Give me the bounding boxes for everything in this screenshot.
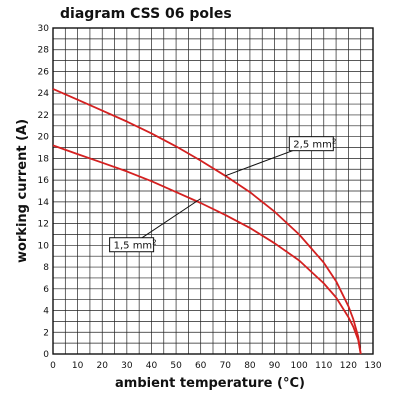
chart-grid bbox=[52, 27, 374, 355]
y-tick-label: 26 bbox=[38, 67, 50, 77]
y-tick-label: 18 bbox=[38, 154, 50, 164]
y-tick-label: 6 bbox=[43, 285, 49, 295]
series-annotations: 2,5 mm2 1,5 mm2 bbox=[109, 136, 336, 253]
y-tick-label: 8 bbox=[43, 263, 49, 273]
y-tick-label: 4 bbox=[43, 307, 49, 317]
x-tick-label: 130 bbox=[364, 361, 381, 371]
plot-border bbox=[52, 27, 374, 355]
y-tick-label: 14 bbox=[38, 198, 50, 208]
x-tick-labels: 0 10 20 30 40 50 60 70 80 90 100 110 120 130 bbox=[50, 361, 382, 371]
y-tick-label: 30 bbox=[38, 24, 50, 34]
y-tick-label: 12 bbox=[38, 220, 49, 230]
x-tick-label: 40 bbox=[146, 361, 158, 371]
y-tick-label: 24 bbox=[38, 89, 50, 99]
x-tick-label: 70 bbox=[220, 361, 232, 371]
x-tick-label: 60 bbox=[195, 361, 207, 371]
annotation-box-2 bbox=[109, 237, 155, 253]
annotation-leader-2 bbox=[131, 198, 201, 246]
y-tick-label: 22 bbox=[38, 111, 49, 121]
x-tick-label: 10 bbox=[72, 361, 84, 371]
data-series bbox=[52, 88, 362, 355]
x-tick-label: 0 bbox=[50, 361, 56, 371]
y-tick-label: 16 bbox=[38, 176, 50, 186]
x-tick-label: 30 bbox=[121, 361, 133, 371]
x-tick-label: 20 bbox=[97, 361, 109, 371]
x-axis-label: ambient temperature (°C) bbox=[115, 376, 305, 391]
x-tick-label: 110 bbox=[315, 361, 332, 371]
x-tick-label: 100 bbox=[291, 361, 308, 371]
x-tick-label: 80 bbox=[244, 361, 256, 371]
annotation-label-1: 2,5 mm2 bbox=[293, 138, 336, 151]
y-tick-label: 0 bbox=[43, 350, 49, 360]
chart-title: diagram CSS 06 poles bbox=[60, 6, 232, 22]
x-tick-label: 50 bbox=[170, 361, 182, 371]
x-tick-label: 90 bbox=[269, 361, 281, 371]
y-tick-label: 2 bbox=[43, 328, 49, 338]
y-tick-label: 28 bbox=[38, 46, 50, 56]
annotation-box-1 bbox=[288, 136, 334, 152]
x-tick-label: 120 bbox=[340, 361, 357, 371]
series-line-1 bbox=[52, 88, 362, 355]
y-tick-label: 10 bbox=[38, 241, 50, 251]
y-axis-label: working current (A) bbox=[15, 119, 30, 263]
annotation-label-2: 1,5 mm2 bbox=[114, 239, 157, 252]
y-tick-label: 20 bbox=[38, 133, 50, 143]
series-line-2 bbox=[52, 144, 362, 355]
